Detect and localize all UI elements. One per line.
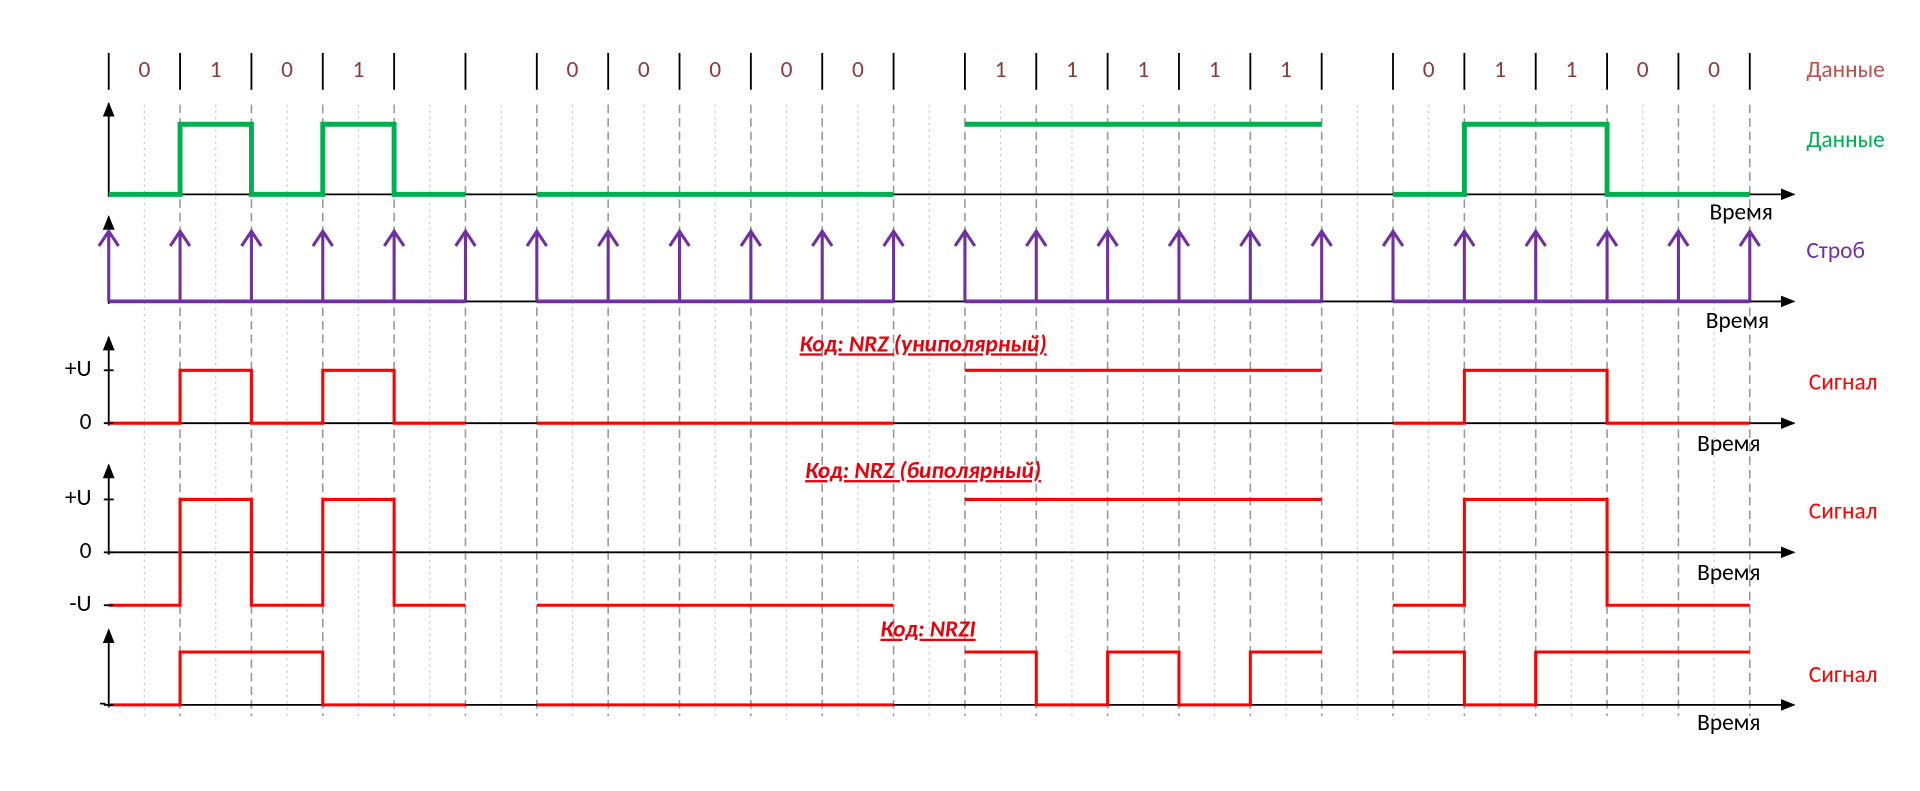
bit-label: 1 (210, 56, 222, 84)
bit-label: 0 (709, 56, 721, 84)
strobe-arrow (1667, 228, 1690, 302)
nrz-bipolar-wave (1393, 497, 1750, 607)
level-label: +U (65, 484, 92, 512)
nrz-unipolar-wave (108, 368, 466, 425)
nrzi-wave (964, 650, 1322, 707)
strobe-arrow (311, 228, 334, 302)
strobe-arrow (668, 228, 691, 302)
strobe-arrow (1025, 228, 1048, 302)
time-label: Время (1697, 430, 1760, 458)
time-label: Время (1697, 559, 1760, 587)
level-label: -U (69, 590, 91, 618)
strobe-arrow (953, 228, 977, 302)
strobe-arrow (1524, 228, 1547, 302)
strobe-arrow (1738, 228, 1761, 302)
data-wave (108, 121, 466, 197)
level-label: +U (65, 355, 92, 383)
bit-label: 1 (1209, 56, 1221, 84)
bit-label: 0 (638, 56, 650, 84)
signal-label: Сигнал (1809, 661, 1878, 689)
strobe-arrow (383, 228, 406, 302)
bit-label: 0 (781, 56, 793, 84)
strobe-arrow (454, 228, 477, 302)
strobe-arrow (1310, 228, 1333, 302)
nrzi-wave (1393, 650, 1750, 707)
bit-label: 0 (1637, 56, 1649, 84)
bit-label: 0 (1708, 56, 1720, 84)
nrz-bipolar-wave (108, 497, 466, 607)
strobe-arrow (1096, 228, 1119, 302)
signal-label: Сигнал (1809, 498, 1878, 526)
strobe-arrow (1595, 228, 1619, 302)
strobe-arrow (1167, 228, 1191, 302)
bit-label: 1 (1280, 56, 1292, 84)
bit-label: 1 (995, 56, 1007, 84)
strobe-arrow (240, 228, 263, 302)
time-label: Время (1706, 307, 1769, 335)
code-title: Код: NRZ (биполярный) (805, 457, 1041, 485)
signal-label: Сигнал (1809, 368, 1878, 396)
data-wave (1393, 121, 1750, 197)
time-label: Время (1697, 709, 1760, 737)
bit-label: 0 (567, 56, 579, 84)
strobe-arrow (1381, 228, 1405, 302)
bit-label: 1 (1494, 56, 1506, 84)
time-label: Время (1709, 199, 1772, 227)
level-label: 0 (80, 408, 92, 436)
strobe-arrow (1453, 228, 1476, 302)
strobe-arrow (525, 228, 548, 302)
grid (107, 52, 1751, 716)
nrzi-wave (108, 650, 466, 707)
bit-label: 0 (1423, 56, 1435, 84)
bit-label: 0 (281, 56, 293, 84)
level-label: - (99, 689, 106, 717)
data-header: Данные (1806, 56, 1884, 84)
level-label: 0 (80, 537, 92, 565)
bit-label: 1 (1565, 56, 1577, 84)
strobe-arrow (882, 228, 905, 302)
bit-label: 1 (1137, 56, 1149, 84)
strobe-arrow (597, 228, 620, 302)
strobe-arrow (811, 228, 834, 302)
data-label: Данные (1806, 126, 1884, 154)
code-title: Код: NRZI (880, 616, 975, 644)
strobe-label: Строб (1806, 237, 1865, 265)
strobe-arrow (1239, 228, 1262, 302)
strobe-arrow (97, 228, 120, 302)
main: Данные Данные Строб Время Время Время Время Вре… (65, 56, 1885, 737)
bit-label: 0 (852, 56, 864, 84)
bit-label: 1 (353, 56, 365, 84)
bit-label: 0 (138, 56, 150, 84)
strobe-arrow (739, 228, 762, 302)
strobe-arrow (168, 228, 192, 302)
nrz-unipolar-wave (1393, 368, 1750, 425)
bit-label: 1 (1066, 56, 1078, 84)
code-title: Код: NRZ (униполярный) (800, 330, 1047, 358)
